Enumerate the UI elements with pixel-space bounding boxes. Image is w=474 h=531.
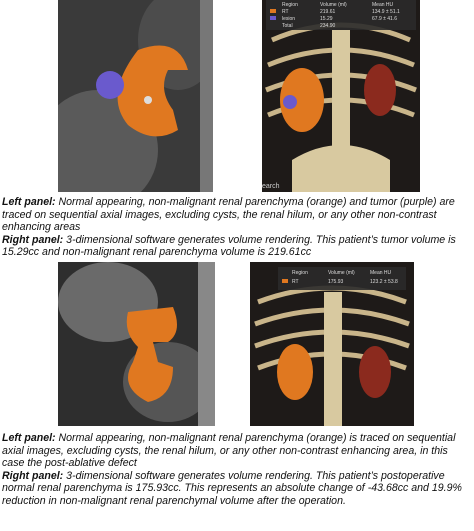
overlay-cell: 15.29 bbox=[320, 16, 333, 22]
caption-text: 3-dimensional software generates volume … bbox=[2, 233, 456, 259]
caption-top: Left panel: Normal appearing, non-malign… bbox=[2, 196, 472, 259]
ct-slice-bottom bbox=[58, 262, 215, 426]
corner-text: earch bbox=[262, 183, 280, 190]
volume-render-bottom: Region Volume (ml) Mean HU RT 175.93 123… bbox=[250, 262, 414, 426]
overlay-cell: 134.9 ± 51.1 bbox=[372, 9, 400, 15]
caption-line: Right panel: 3-dimensional software gene… bbox=[2, 234, 472, 259]
caption-label: Right panel: bbox=[2, 469, 64, 482]
overlay-cell: 234.90 bbox=[320, 23, 336, 29]
overlay-cell: RT bbox=[292, 279, 299, 285]
caption-line: Left panel: Normal appearing, non-malign… bbox=[2, 196, 472, 234]
overlay-cell: lesion bbox=[282, 16, 295, 22]
caption-text: Normal appearing, non-malignant renal pa… bbox=[2, 196, 455, 234]
overlay-cell: 175.93 bbox=[328, 279, 344, 285]
caption-text: Normal appearing, non-malignant renal pa… bbox=[2, 432, 456, 470]
caption-text: 3-dimensional software generates volume … bbox=[2, 469, 462, 507]
overlay-header: Region bbox=[282, 2, 298, 8]
overlay-cell: 67.9 ± 41.6 bbox=[372, 16, 397, 22]
overlay-header: Volume (ml) bbox=[328, 270, 355, 276]
overlay-header: Mean HU bbox=[372, 2, 394, 8]
overlay-header: Mean HU bbox=[370, 270, 392, 276]
volume-render-top: Region Volume (ml) Mean HU RT 219.61 134… bbox=[262, 0, 420, 192]
caption-label: Right panel: bbox=[2, 233, 64, 246]
overlay-cell: Total bbox=[282, 23, 293, 29]
overlay-cell: RT bbox=[282, 9, 289, 15]
caption-line: Left panel: Normal appearing, non-malign… bbox=[2, 432, 472, 470]
caption-bottom: Left panel: Normal appearing, non-malign… bbox=[2, 432, 472, 508]
caption-label: Left panel: bbox=[2, 432, 56, 444]
caption-line: Right panel: 3-dimensional software gene… bbox=[2, 470, 472, 508]
overlay-cell: 123.2 ± 53.8 bbox=[370, 279, 398, 285]
overlay-header: Volume (ml) bbox=[320, 2, 347, 8]
caption-label: Left panel: bbox=[2, 196, 56, 208]
ct-slice-top bbox=[58, 0, 213, 192]
overlay-header: Region bbox=[292, 270, 308, 276]
overlay-cell: 219.61 bbox=[320, 9, 336, 15]
